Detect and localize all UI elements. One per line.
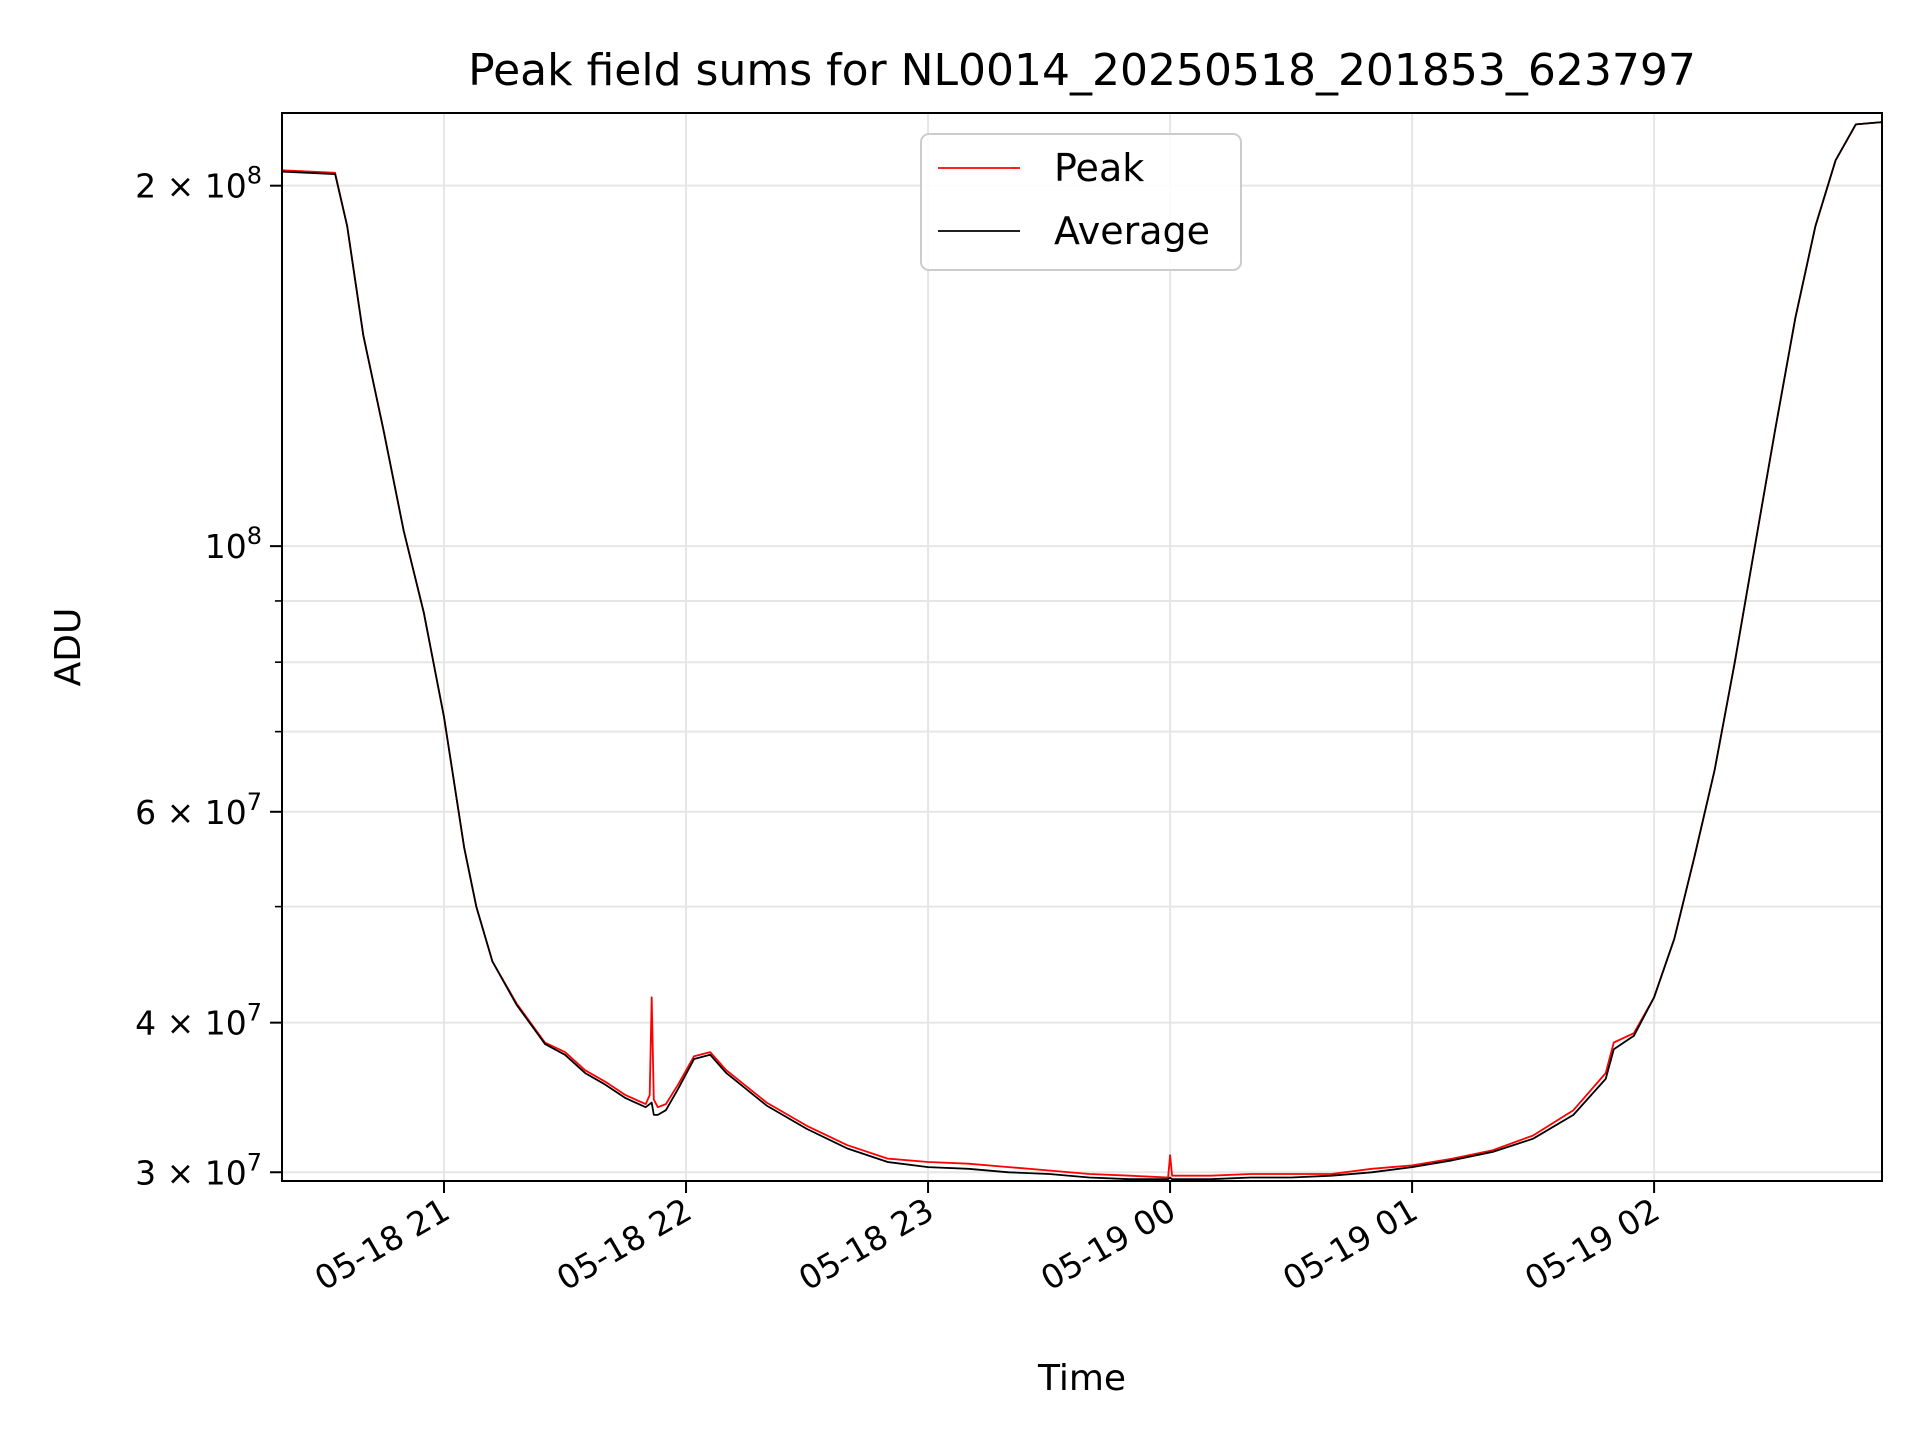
y-tick-label: 108 bbox=[205, 522, 262, 566]
y-tick-label: 3 × 107 bbox=[135, 1148, 262, 1192]
y-tick-label: 4 × 107 bbox=[135, 999, 262, 1043]
legend: Peak Average bbox=[920, 133, 1242, 271]
grid bbox=[282, 113, 1882, 1181]
series-line-average bbox=[282, 121, 1882, 1181]
legend-label-peak: Peak bbox=[1054, 146, 1144, 190]
y-tick-label: 6 × 107 bbox=[135, 788, 262, 832]
y-axis-ticks: 3 × 107 4 × 107 6 × 107 108 2 × 108 bbox=[135, 162, 282, 1192]
y-tick-label: 2 × 108 bbox=[135, 162, 262, 206]
legend-label-average: Average bbox=[1054, 209, 1210, 253]
plot-series bbox=[282, 121, 1882, 1181]
x-axis-label: Time bbox=[1037, 1358, 1126, 1399]
axes-frame bbox=[281, 112, 1883, 1182]
y-axis-label: ADU bbox=[48, 608, 89, 687]
chart-title: Peak field sums for NL0014_20250518_2018… bbox=[468, 45, 1696, 96]
